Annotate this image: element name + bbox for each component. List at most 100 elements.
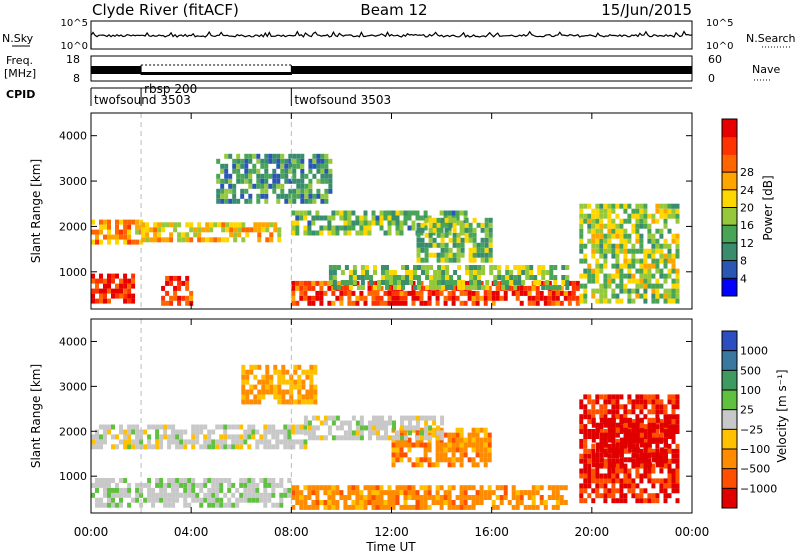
heatmap-cell bbox=[505, 280, 510, 285]
colorbar-swatch bbox=[722, 154, 737, 173]
heatmap-cell bbox=[651, 422, 656, 428]
heatmap-cell bbox=[243, 429, 248, 435]
heatmap-cell bbox=[319, 435, 324, 441]
heatmap-cell bbox=[451, 457, 456, 463]
heatmap-cell bbox=[595, 223, 600, 229]
heatmap-cell bbox=[619, 468, 624, 474]
heatmap-cell bbox=[468, 227, 473, 233]
heatmap-cell bbox=[411, 504, 416, 510]
heatmap-cell bbox=[455, 210, 460, 216]
heatmap-cell bbox=[297, 374, 302, 380]
heatmap-cell bbox=[157, 232, 162, 238]
heatmap-cell bbox=[220, 163, 225, 169]
heatmap-cell bbox=[171, 502, 176, 508]
heatmap-cell bbox=[381, 270, 385, 275]
heatmap-cell bbox=[299, 280, 304, 286]
heatmap-cell bbox=[219, 444, 224, 450]
heatmap-cell bbox=[675, 248, 680, 254]
heatmap-cell bbox=[165, 280, 170, 286]
heatmap-cell bbox=[643, 253, 648, 259]
heatmap-cell bbox=[541, 270, 546, 275]
heatmap-cell bbox=[315, 290, 320, 296]
colorbar-tick-label: 20 bbox=[740, 202, 754, 215]
heatmap-cell bbox=[447, 457, 452, 463]
heatmap-cell bbox=[111, 424, 115, 430]
heatmap-cell bbox=[479, 485, 484, 491]
heatmap-cell bbox=[595, 452, 600, 458]
heatmap-cell bbox=[436, 227, 441, 233]
heatmap-cell bbox=[127, 278, 132, 284]
heatmap-cell bbox=[595, 468, 600, 474]
heatmap-cell bbox=[663, 293, 668, 299]
heatmap-cell bbox=[599, 414, 604, 420]
heatmap-cell bbox=[675, 429, 680, 434]
heatmap-cell bbox=[583, 273, 588, 279]
heatmap-cell bbox=[459, 462, 464, 468]
heatmap-cell bbox=[487, 432, 492, 438]
heatmap-cell bbox=[635, 457, 640, 463]
heatmap-cell bbox=[308, 183, 313, 189]
heatmap-cell bbox=[579, 203, 584, 209]
heatmap-cell bbox=[623, 417, 628, 423]
heatmap-cell bbox=[268, 183, 273, 189]
heatmap-cell bbox=[444, 222, 449, 228]
heatmap-cell bbox=[479, 490, 484, 496]
freq-band-2 bbox=[291, 66, 692, 74]
heatmap-cell bbox=[627, 429, 632, 434]
heatmap-cell bbox=[275, 434, 280, 440]
heatmap-cell bbox=[539, 295, 544, 301]
heatmap-cell bbox=[343, 504, 348, 510]
heatmap-cell bbox=[383, 290, 388, 296]
heatmap-cell bbox=[459, 490, 464, 496]
heatmap-cell bbox=[309, 379, 314, 385]
heatmap-cell bbox=[107, 278, 111, 284]
heatmap-cell bbox=[595, 238, 600, 244]
heatmap-cell bbox=[123, 219, 128, 225]
heatmap-cell bbox=[189, 290, 194, 296]
heatmap-cell bbox=[647, 493, 652, 499]
heatmap-cell bbox=[599, 268, 604, 274]
heatmap-cell bbox=[315, 490, 320, 496]
heatmap-cell bbox=[591, 409, 596, 415]
heatmap-cell bbox=[619, 493, 624, 499]
colorbar-tick-label: 4 bbox=[740, 272, 747, 285]
x-tick-label: 04:00 bbox=[174, 525, 209, 539]
heatmap-cell bbox=[285, 379, 290, 385]
heatmap-cell bbox=[651, 283, 656, 289]
heatmap-cell bbox=[671, 399, 676, 405]
heatmap-cell bbox=[256, 158, 261, 164]
y-tick-label: 2000 bbox=[59, 425, 87, 438]
heatmap-cell bbox=[483, 452, 488, 458]
heatmap-cell bbox=[428, 435, 433, 441]
heatmap-cell bbox=[603, 493, 608, 499]
heatmap-cell bbox=[183, 429, 188, 435]
heatmap-cell bbox=[659, 228, 664, 234]
heatmap-cell bbox=[659, 213, 664, 219]
heatmap-cell bbox=[199, 502, 204, 508]
heatmap-cell bbox=[595, 457, 600, 463]
heatmap-cell bbox=[595, 203, 600, 209]
heatmap-cell bbox=[311, 435, 316, 441]
heatmap-cell bbox=[265, 374, 270, 380]
heatmap-cell bbox=[224, 173, 229, 179]
heatmap-cell bbox=[131, 429, 136, 435]
heatmap-cell bbox=[393, 280, 397, 285]
heatmap-cell bbox=[667, 208, 672, 214]
heatmap-cell bbox=[599, 233, 604, 239]
heatmap-cell bbox=[295, 500, 300, 505]
colorbar-tick-label: 8 bbox=[740, 255, 747, 268]
heatmap-cell bbox=[451, 290, 456, 296]
heatmap-cell bbox=[615, 258, 620, 264]
heatmap-cell bbox=[461, 280, 466, 285]
heatmap-cell bbox=[441, 265, 446, 270]
heatmap-cell bbox=[305, 389, 310, 395]
heatmap-cell bbox=[185, 285, 190, 291]
heatmap-cell bbox=[99, 434, 103, 440]
heatmap-cell bbox=[151, 502, 156, 508]
heatmap-cell bbox=[385, 275, 389, 280]
heatmap-cell bbox=[207, 487, 212, 493]
heatmap-cell bbox=[324, 163, 329, 169]
heatmap-cell bbox=[111, 497, 115, 503]
